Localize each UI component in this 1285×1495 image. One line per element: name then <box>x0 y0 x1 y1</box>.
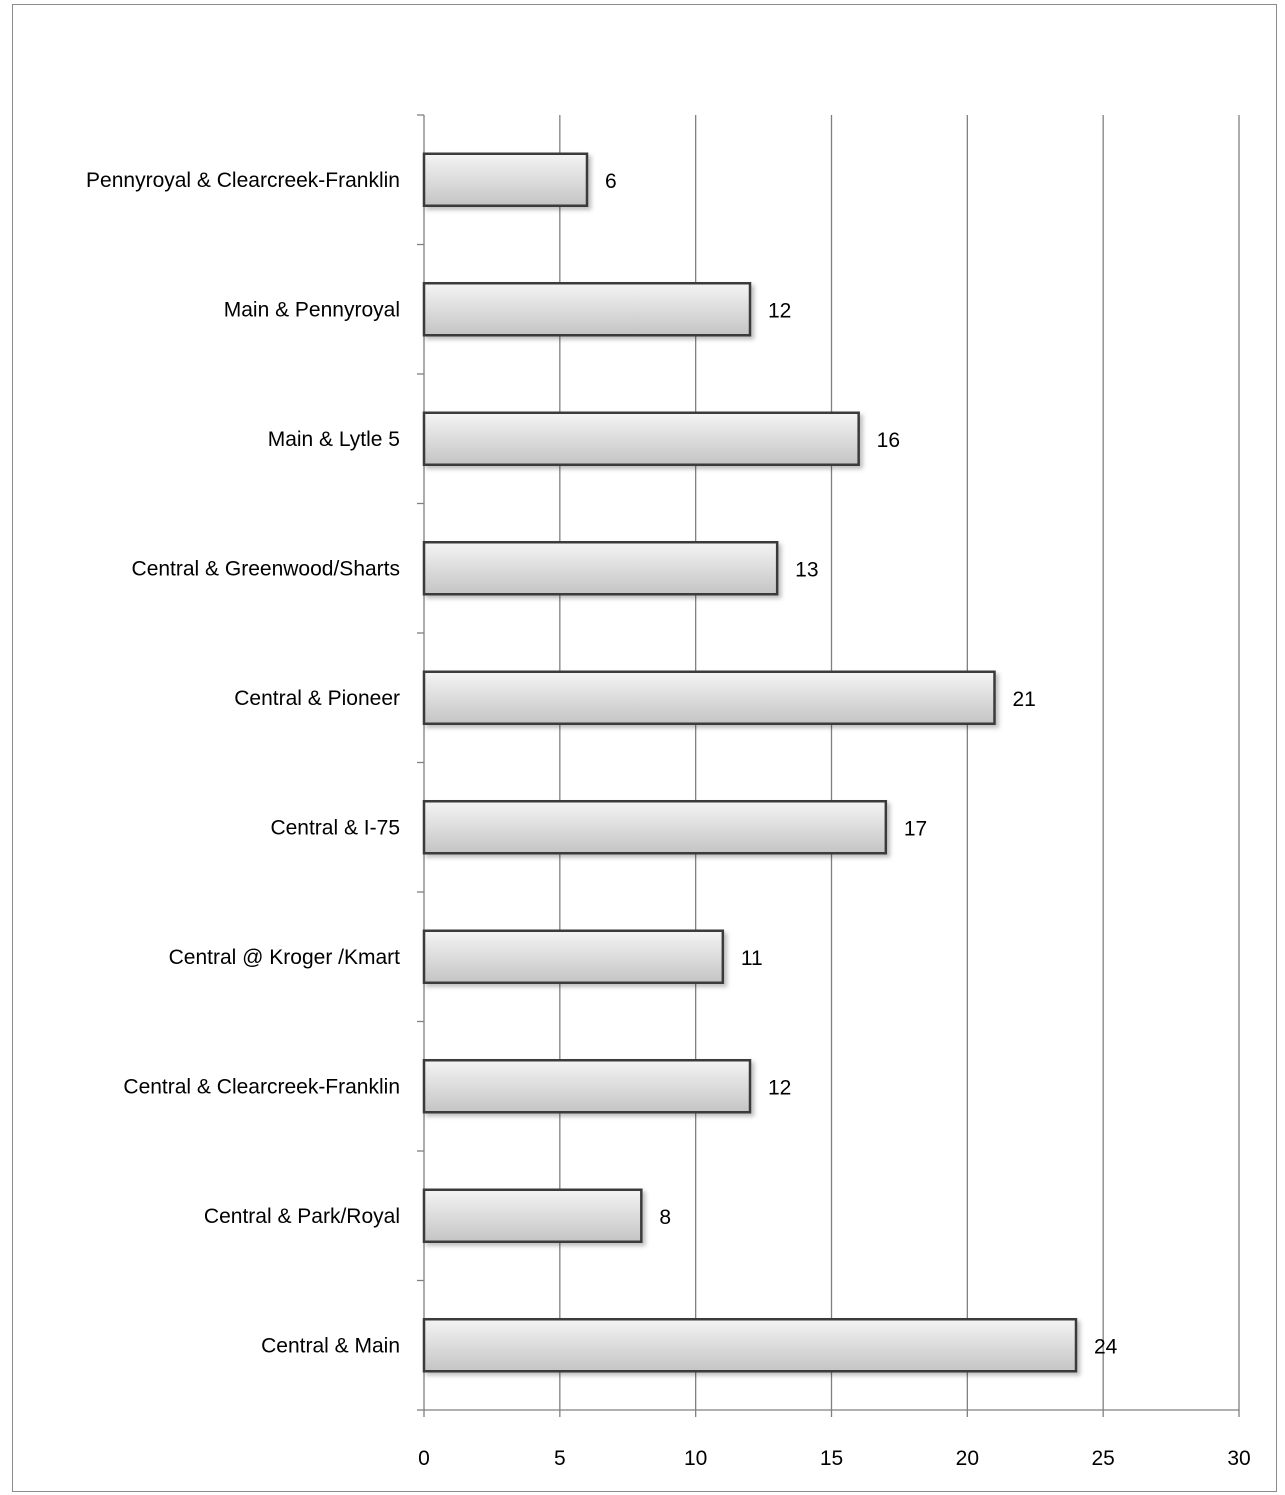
data-label: 24 <box>1094 1335 1118 1358</box>
bar-8 <box>422 1059 752 1114</box>
data-label: 16 <box>877 429 900 452</box>
x-tick-label: 5 <box>554 1447 566 1470</box>
category-label: Central & I-75 <box>270 816 400 839</box>
bar-1 <box>422 152 589 207</box>
bar-10 <box>422 1318 1078 1373</box>
category-label: Central & Park/Royal <box>204 1205 400 1228</box>
chart-frame <box>12 4 1277 1492</box>
x-tick-label: 0 <box>418 1447 430 1470</box>
labels: 0 5 10 15 20 25 30 Pennyroyal & Clearcreek-Fran… <box>86 169 1251 1470</box>
x-tick-label: 30 <box>1227 1447 1250 1470</box>
data-label: 13 <box>795 558 818 581</box>
data-label: 21 <box>1013 688 1036 711</box>
category-label: Central & Main <box>261 1334 400 1357</box>
category-label: Main & Lytle 5 <box>268 428 400 451</box>
x-tick-label: 25 <box>1091 1447 1114 1470</box>
category-label: Central @ Kroger /Kmart <box>169 946 401 969</box>
category-label: Pennyroyal & Clearcreek-Franklin <box>86 169 400 192</box>
bar-5 <box>422 670 996 725</box>
data-label: 8 <box>659 1206 671 1229</box>
category-label: Main & Pennyroyal <box>224 298 400 321</box>
bar-9 <box>422 1188 643 1243</box>
data-label: 17 <box>904 817 927 840</box>
bar-6 <box>422 800 888 855</box>
bars <box>422 152 1078 1373</box>
data-label: 11 <box>741 947 763 970</box>
bar-2 <box>422 282 752 337</box>
category-label: Central & Pioneer <box>234 687 400 710</box>
data-label: 12 <box>768 1076 791 1099</box>
data-label: 12 <box>768 299 791 322</box>
category-label: Central & Greenwood/Sharts <box>132 557 400 580</box>
x-tick-label: 15 <box>820 1447 843 1470</box>
category-label: Central & Clearcreek-Franklin <box>123 1075 400 1098</box>
x-tick-label: 10 <box>684 1447 707 1470</box>
bar-4 <box>422 541 779 596</box>
x-tick-label: 20 <box>956 1447 979 1470</box>
data-label: 6 <box>605 170 617 193</box>
bar-3 <box>422 411 860 466</box>
bar-7 <box>422 929 725 984</box>
